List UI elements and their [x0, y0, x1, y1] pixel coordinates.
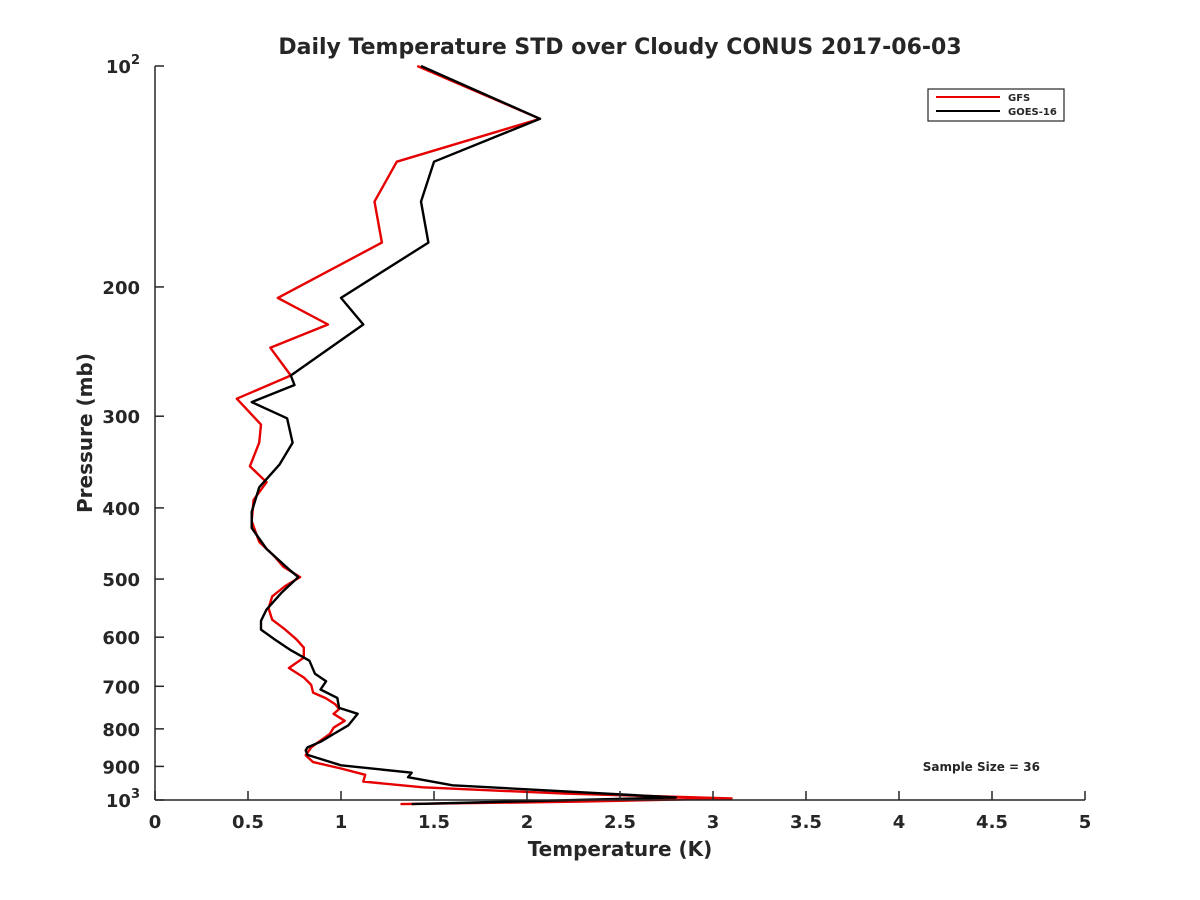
y-tick-label: 600 [102, 628, 140, 649]
y-tick-label: 700 [102, 677, 140, 698]
x-tick-label: 3 [707, 812, 720, 833]
x-tick-label: 0.5 [232, 812, 264, 833]
legend: GFS GOES-16 [927, 88, 1065, 122]
y-tick-label-base: 10 [106, 57, 131, 78]
x-tick-label: 4.5 [976, 812, 1008, 833]
y-tick-label: 500 [102, 570, 140, 591]
y-tick-label: 103 [106, 787, 140, 812]
x-tick-label: 2 [521, 812, 534, 833]
legend-label-goes16: GOES-16 [1008, 107, 1057, 118]
series-line-gfs [235, 64, 733, 806]
y-tick-label: 300 [102, 407, 140, 428]
x-tick-label: 5 [1079, 812, 1092, 833]
sample-size-annotation: Sample Size = 36 [923, 760, 1040, 774]
y-axis-label: Pressure (mb) [73, 353, 97, 513]
chart-title: Daily Temperature STD over Cloudy CONUS … [278, 35, 961, 60]
x-tick-label: 1 [335, 812, 348, 833]
series-layer [235, 64, 733, 806]
x-tick-label: 0 [149, 812, 162, 833]
x-axis-label: Temperature (K) [528, 837, 713, 861]
x-tick-label: 1.5 [418, 812, 450, 833]
y-tick-label: 800 [102, 720, 140, 741]
y-tick-label: 200 [102, 278, 140, 299]
x-ticks: 0 0.5 1 1.5 2 2.5 3 3.5 4 4.5 5 [149, 791, 1092, 833]
x-tick-label: 4 [893, 812, 906, 833]
legend-box [927, 88, 1065, 122]
x-tick-label: 2.5 [604, 812, 636, 833]
y-tick-label-exponent: 2 [131, 53, 140, 68]
y-tick-label: 102 [106, 53, 140, 78]
series-line-goes16 [250, 64, 677, 806]
y-tick-label-base: 10 [106, 791, 131, 812]
y-tick-label-exponent: 3 [131, 787, 140, 802]
legend-label-gfs: GFS [1008, 93, 1030, 104]
y-tick-label: 900 [102, 757, 140, 778]
x-tick-label: 3.5 [790, 812, 822, 833]
y-tick-label: 400 [102, 499, 140, 520]
